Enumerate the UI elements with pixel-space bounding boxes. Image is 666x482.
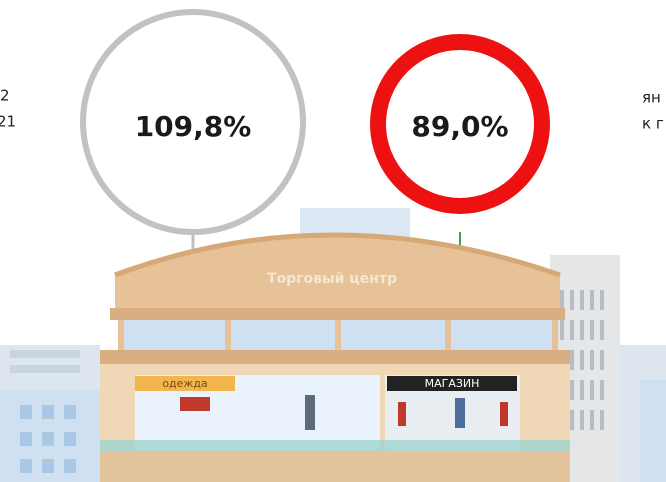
circle-label: 109,8% [135, 110, 252, 143]
right-note: ян [642, 89, 661, 107]
circle-label: 89,0% [411, 110, 508, 143]
left-note: 21 [0, 113, 16, 131]
infographic: 109,8% 89,0% 2 21 ян к г Торговый центр … [0, 0, 666, 482]
left-note: 2 [0, 87, 10, 105]
mall [100, 230, 570, 482]
right-note: к г [642, 115, 664, 133]
mall-sign: Торговый центр [267, 271, 397, 287]
shop-sign: одежда [162, 377, 207, 390]
shop-sign: МАГАЗИН [425, 377, 480, 390]
